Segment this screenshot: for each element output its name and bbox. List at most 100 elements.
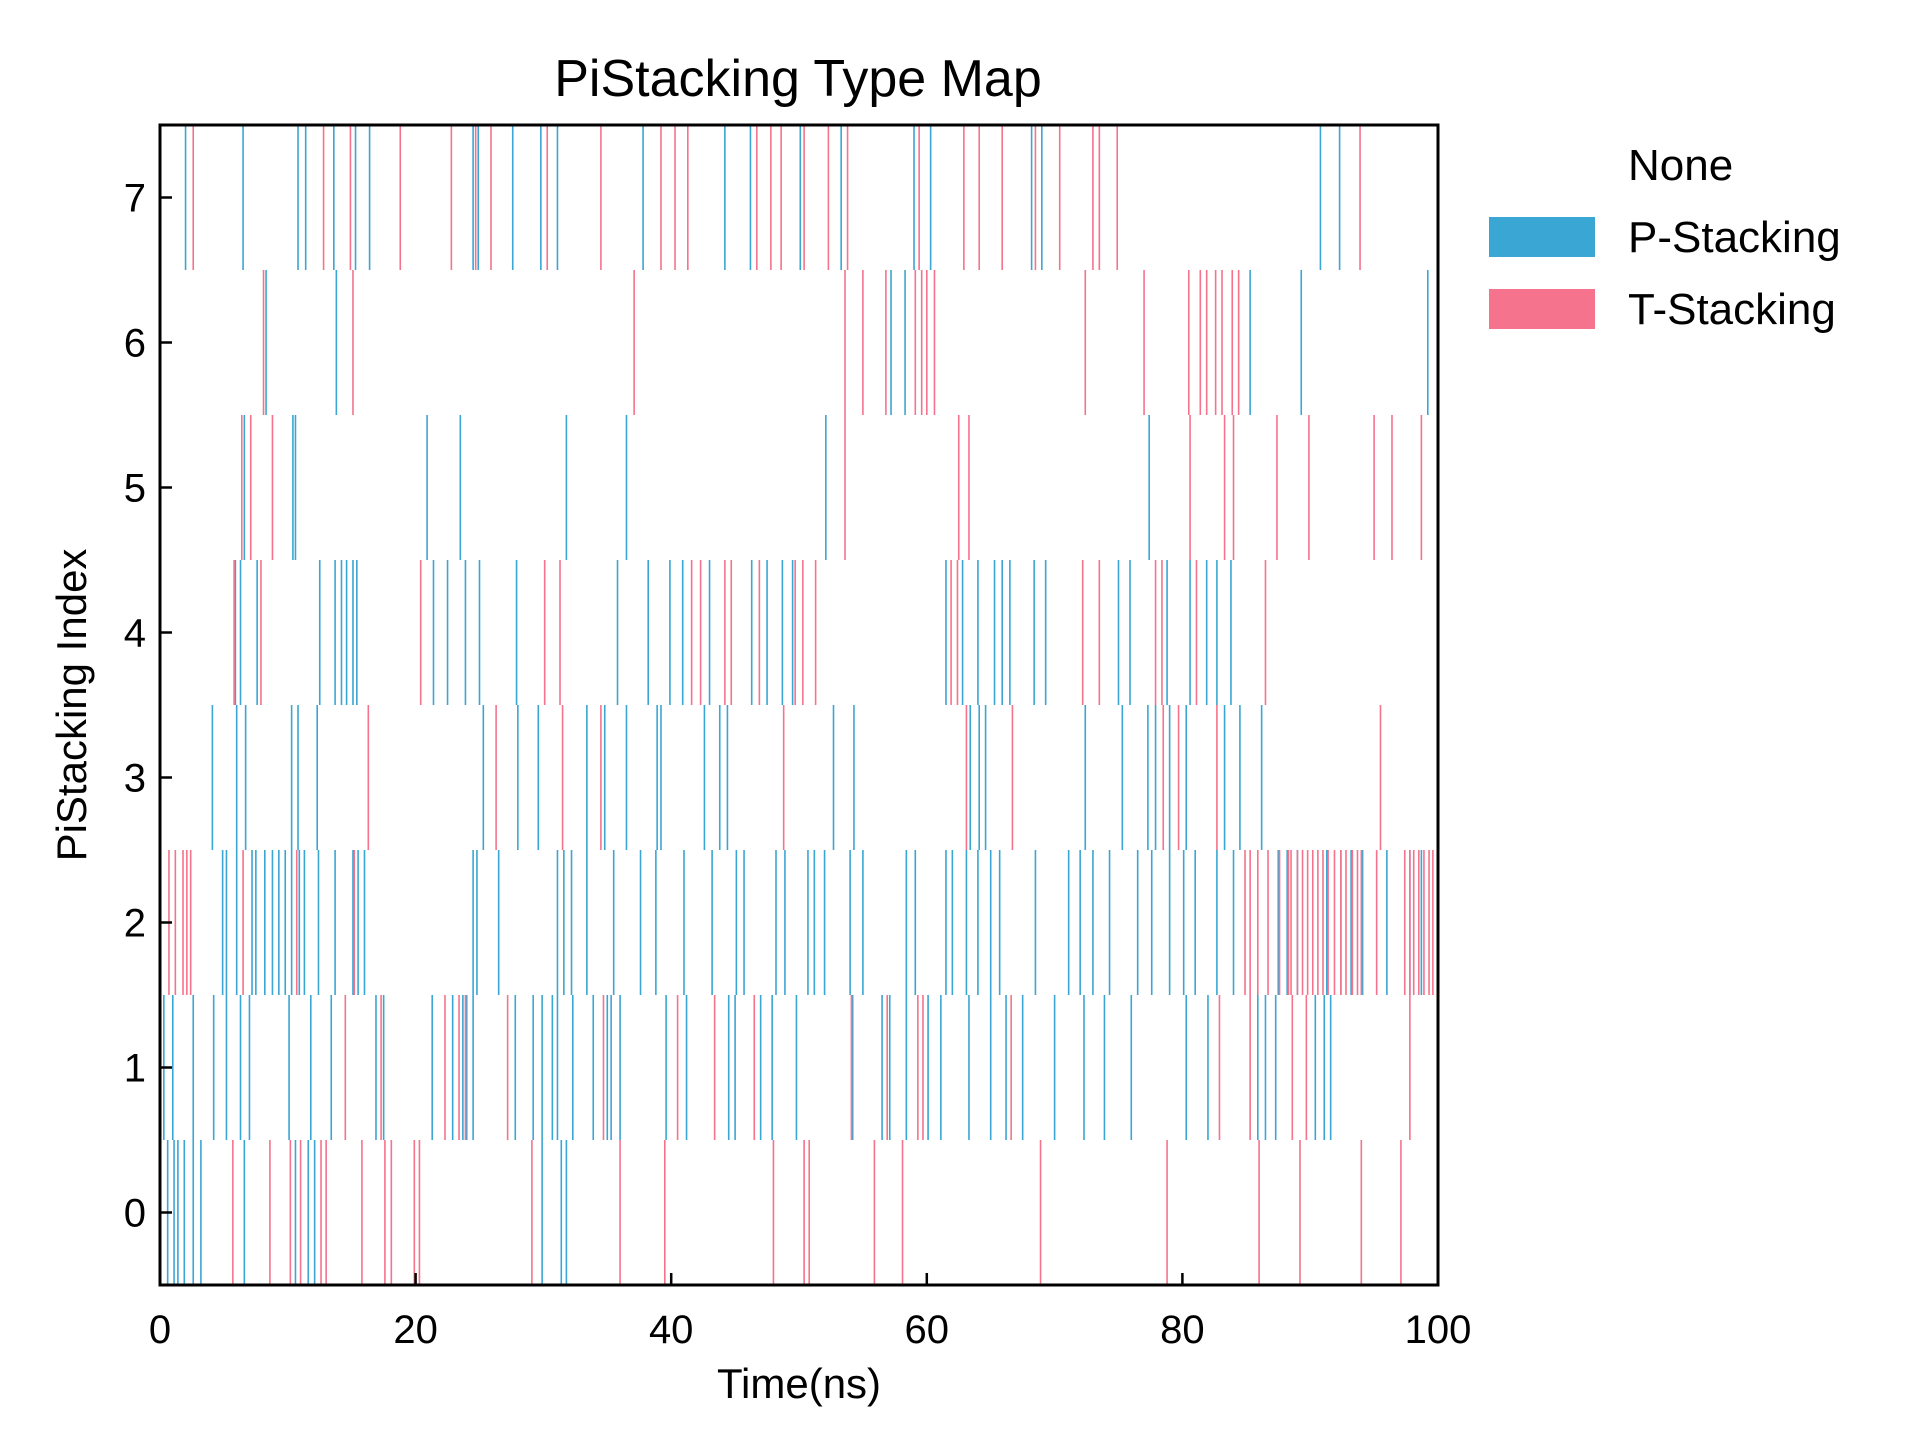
p-stacking-bar-row3-18 — [853, 705, 855, 850]
t-stacking-bar-row3-10 — [1379, 705, 1382, 850]
p-stacking-bar-row7-16 — [840, 125, 842, 270]
t-stacking-bar-row0-21 — [1258, 1140, 1260, 1285]
p-stacking-bar-row3-17 — [832, 705, 835, 850]
p-stacking-bar-row3-30 — [1260, 705, 1263, 850]
t-stacking-bar-row1-11 — [886, 995, 888, 1140]
p-stacking-bar-row1-51 — [1264, 995, 1267, 1140]
p-stacking-bar-row1-46 — [1103, 995, 1106, 1140]
t-stacking-bar-row0-6 — [361, 1140, 363, 1285]
p-stacking-bar-row4-5 — [340, 560, 343, 705]
t-stacking-bar-row2-17 — [1306, 850, 1309, 995]
t-stacking-bar-row4-17 — [1154, 560, 1157, 705]
p-stacking-bar-row1-50 — [1257, 995, 1259, 1140]
p-stacking-bar-row2-25 — [639, 850, 642, 995]
x-axis-title: Time(ns) — [717, 1360, 881, 1407]
p-stacking-bar-row3-20 — [978, 705, 980, 850]
plot-background — [160, 125, 1438, 1285]
t-stacking-bar-row4-9 — [758, 560, 761, 705]
t-stacking-bar-row2-25 — [1351, 850, 1354, 995]
legend: None P-Stacking T-Stacking — [1489, 141, 1841, 334]
t-stacking-bar-row1-2 — [444, 995, 446, 1140]
t-stacking-bar-row2-12 — [1278, 850, 1281, 995]
p-stacking-bar-row4-21 — [781, 560, 784, 705]
t-stacking-bar-row2-4 — [189, 850, 192, 995]
t-stacking-bar-row6-3 — [844, 270, 846, 415]
p-stacking-bar-row2-63 — [1350, 850, 1352, 995]
p-stacking-bar-row2-8 — [284, 850, 287, 995]
p-stacking-bar-row6-2 — [890, 270, 892, 415]
p-stacking-bar-row6-5 — [1300, 270, 1303, 415]
p-stacking-bar-row2-37 — [862, 850, 864, 995]
t-stacking-bar-row0-16 — [808, 1140, 811, 1285]
p-stacking-bar-row4-4 — [334, 560, 336, 705]
t-stacking-bar-row7-8 — [600, 125, 602, 270]
p-stacking-bar-row3-14 — [703, 705, 706, 850]
p-stacking-bar-row0-1 — [173, 1140, 175, 1285]
t-stacking-bar-row2-32 — [1418, 850, 1420, 995]
t-stacking-bar-row1-13 — [922, 995, 924, 1140]
y-axis-title: PiStacking Index — [48, 549, 95, 862]
t-stacking-bar-row2-31 — [1412, 850, 1415, 995]
t-stacking-bar-row2-16 — [1301, 850, 1304, 995]
t-stacking-bar-row5-7 — [1223, 415, 1226, 560]
t-stacking-bar-row5-13 — [1420, 415, 1423, 560]
p-stacking-bar-row0-8 — [307, 1140, 310, 1285]
p-stacking-bar-row4-27 — [1001, 560, 1003, 705]
p-stacking-bar-row4-30 — [1044, 560, 1047, 705]
p-stacking-bar-row1-55 — [1329, 995, 1332, 1140]
p-stacking-bar-row4-22 — [791, 560, 794, 705]
t-stacking-bar-row2-14 — [1290, 850, 1292, 995]
y-tick-label-6: 6 — [124, 322, 146, 366]
p-stacking-bar-row2-54 — [1182, 850, 1185, 995]
p-stacking-bar-row5-1 — [292, 415, 294, 560]
p-stacking-bar-row1-23 — [592, 995, 595, 1140]
t-stacking-bar-row0-5 — [325, 1140, 327, 1285]
p-stacking-bar-row0-3 — [183, 1140, 186, 1285]
p-stacking-bar-row2-7 — [278, 850, 280, 995]
p-stacking-bar-row1-31 — [759, 995, 762, 1140]
t-stacking-bar-row1-15 — [1218, 995, 1221, 1140]
p-stacking-bar-row4-35 — [1205, 560, 1208, 705]
p-stacking-bar-row0-12 — [565, 1140, 568, 1285]
t-stacking-bar-row2-26 — [1356, 850, 1359, 995]
legend-swatch-none — [1489, 145, 1595, 185]
p-stacking-bar-row4-17 — [681, 560, 684, 705]
t-stacking-bar-row4-16 — [1098, 560, 1101, 705]
p-stacking-bar-row1-32 — [771, 995, 773, 1140]
p-stacking-bar-row2-30 — [743, 850, 745, 995]
p-stacking-bar-row4-15 — [647, 560, 649, 705]
x-tick-label-5: 100 — [1405, 1308, 1472, 1352]
t-stacking-bar-row4-5 — [690, 560, 693, 705]
x-tick-label-2: 40 — [649, 1308, 694, 1352]
t-stacking-bar-row0-17 — [873, 1140, 876, 1285]
t-stacking-bar-row2-10 — [1257, 850, 1259, 995]
p-stacking-bar-row1-8 — [310, 995, 312, 1140]
t-stacking-bar-row0-18 — [901, 1140, 904, 1285]
t-stacking-bar-row0-9 — [413, 1140, 416, 1285]
p-stacking-bar-row3-5 — [316, 705, 318, 850]
p-stacking-bar-row2-19 — [497, 850, 500, 995]
p-stacking-bar-row4-37 — [1230, 560, 1232, 705]
p-stacking-bar-row5-0 — [243, 415, 246, 560]
p-stacking-bar-row2-67 — [1420, 850, 1423, 995]
t-stacking-bar-row6-17 — [1231, 270, 1234, 415]
p-stacking-bar-row2-22 — [570, 850, 573, 995]
t-stacking-bar-row7-21 — [1001, 125, 1003, 270]
p-stacking-bar-row4-32 — [1129, 560, 1131, 705]
p-stacking-bar-row1-53 — [1314, 995, 1317, 1140]
p-stacking-bar-row6-4 — [1249, 270, 1251, 415]
p-stacking-bar-row1-45 — [1083, 995, 1085, 1140]
p-stacking-bar-row2-9 — [290, 850, 293, 995]
t-stacking-bar-row7-0 — [192, 125, 195, 270]
t-stacking-bar-row7-19 — [963, 125, 965, 270]
t-stacking-bar-row6-0 — [262, 270, 265, 415]
p-stacking-bar-row4-24 — [961, 560, 964, 705]
t-stacking-bar-row1-9 — [753, 995, 756, 1140]
p-stacking-bar-row2-29 — [735, 850, 738, 995]
t-stacking-bar-row5-1 — [249, 415, 252, 560]
p-stacking-bar-row3-11 — [625, 705, 628, 850]
t-stacking-bar-row3-7 — [1162, 705, 1165, 850]
t-stacking-bar-row6-15 — [1214, 270, 1217, 415]
legend-swatch-t-stacking — [1489, 289, 1595, 329]
p-stacking-bar-row1-6 — [248, 995, 251, 1140]
